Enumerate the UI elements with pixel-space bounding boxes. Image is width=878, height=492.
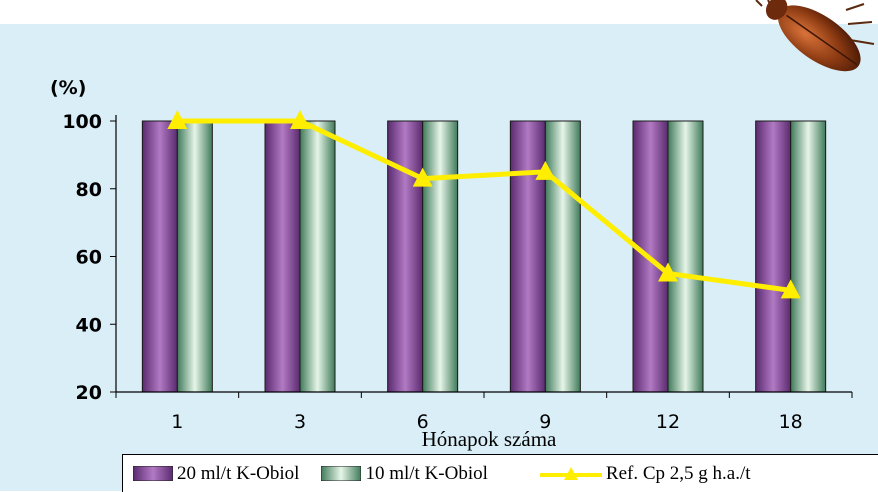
legend-item-10ml: 10 ml/t K-Obiol: [321, 462, 488, 485]
chart-legend: 20 ml/t K-Obiol 10 ml/t K-Obiol Ref. Cp …: [122, 454, 878, 492]
y-tick-label: 20: [76, 382, 102, 404]
y-tick-label: 40: [76, 314, 102, 336]
x-tick-label: 6: [417, 411, 429, 433]
legend-swatch-yellow-line: [539, 466, 602, 480]
ref-line-marker: [290, 110, 310, 129]
x-tick-label: 9: [539, 411, 551, 433]
ref-line-marker: [167, 110, 188, 129]
bar-10ml: [544, 120, 581, 393]
bar-10ml: [422, 120, 459, 393]
ref-line-series: [177, 118, 792, 293]
legend-label-20ml: 20 ml/t K-Obiol: [177, 462, 300, 484]
bar-20ml: [264, 120, 301, 393]
x-axis-label: Hónapok száma: [422, 427, 557, 451]
legend-item-20ml: 20 ml/t K-Obiol: [133, 463, 299, 485]
legend-label-10ml: 10 ml/t K-Obiol: [365, 462, 488, 484]
x-tick-label: 3: [294, 411, 306, 433]
legend-swatch-green: [321, 466, 362, 481]
bar-10ml: [790, 120, 827, 393]
bar-20ml: [755, 120, 792, 393]
bar-20ml: [387, 120, 424, 393]
beetle-icon: [755, 0, 875, 72]
bar-20ml: [141, 120, 178, 393]
bar-20ml: [509, 120, 546, 393]
y-axis-label: (%): [50, 77, 86, 99]
bar-10ml: [176, 120, 213, 393]
y-tick-label: 100: [62, 111, 102, 133]
y-tick-label: 60: [76, 247, 102, 269]
x-tick-label: 18: [779, 411, 803, 433]
legend-item-ref: Ref. Cp 2,5 g h.a./t: [539, 462, 751, 485]
bar-10ml: [667, 120, 704, 393]
ref-line-marker: [412, 167, 433, 187]
legend-label-ref: Ref. Cp 2,5 g h.a./t: [605, 462, 751, 484]
legend-swatch-purple: [133, 466, 173, 481]
ref-line-marker: [535, 160, 556, 180]
ref-line-marker: [780, 279, 801, 299]
ref-line-marker: [658, 262, 678, 282]
x-tick-label: 12: [656, 411, 680, 433]
y-tick-label: 80: [76, 179, 102, 201]
x-tick-label: 1: [171, 411, 183, 433]
bar-10ml: [299, 120, 336, 393]
